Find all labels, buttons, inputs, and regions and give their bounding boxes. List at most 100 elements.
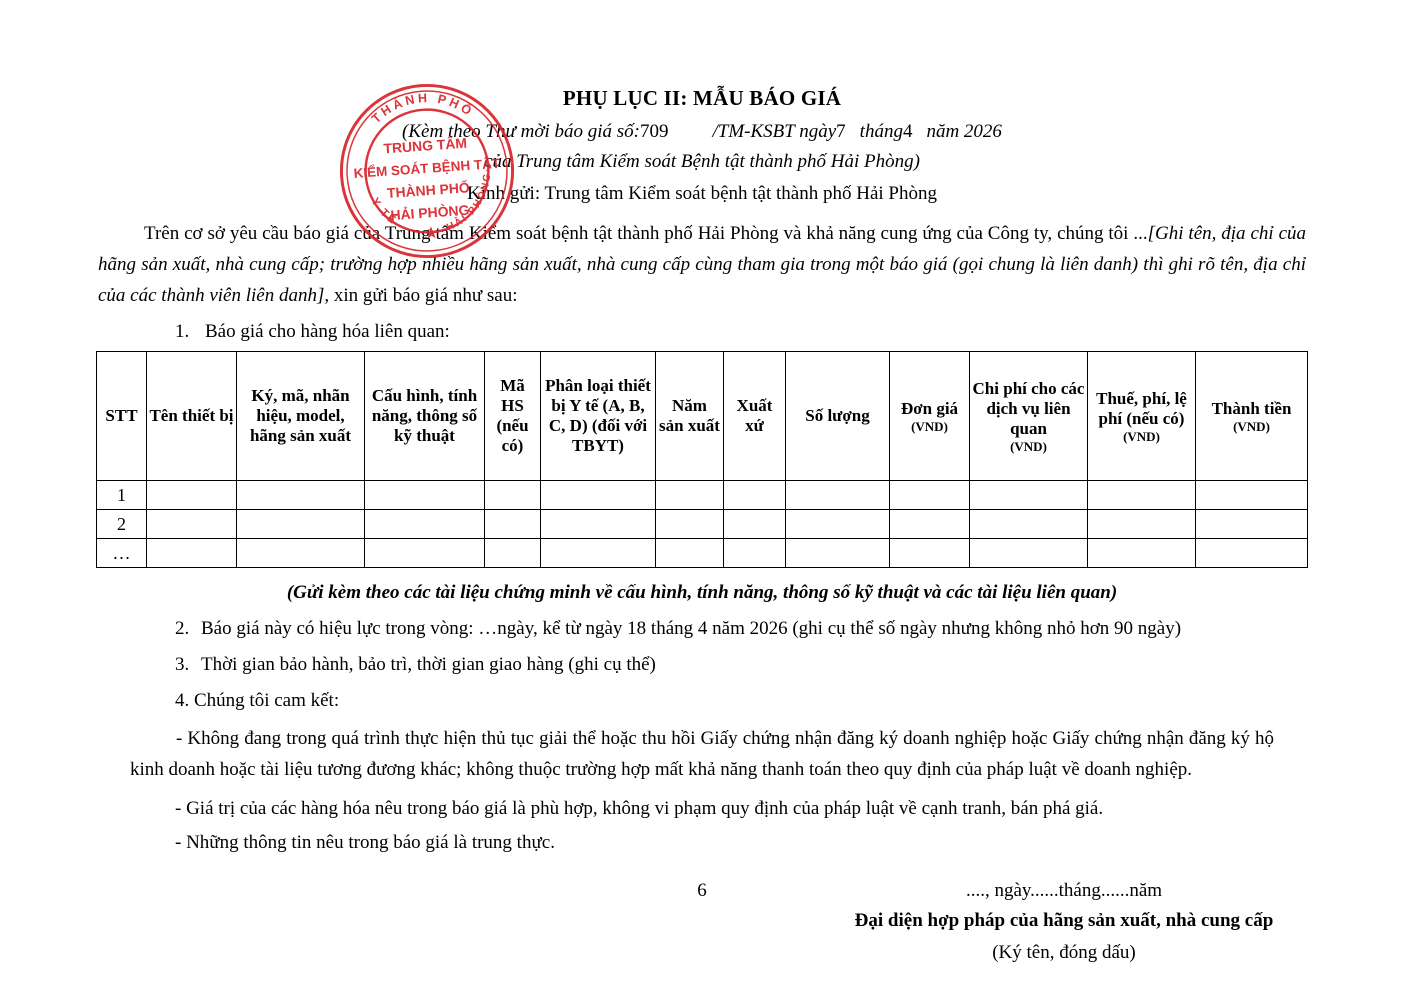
item-1-text: Báo giá cho hàng hóa liên quan: xyxy=(205,321,450,343)
commitment-1: - Không đang trong quá trình thực hiện t… xyxy=(130,728,1274,781)
cell-thue-phi[interactable] xyxy=(1087,538,1196,569)
item-1-line: 1. Báo giá cho hàng hóa liên quan: xyxy=(175,321,1404,343)
item-3-line: 3. Thời gian bảo hành, bảo trì, thời gian… xyxy=(175,654,1404,676)
cell-ten-thiet-bi[interactable] xyxy=(146,538,237,569)
cell-don-gia[interactable] xyxy=(889,509,970,540)
commitment-3: - Những thông tin nêu trong báo giá là t… xyxy=(175,831,555,853)
cell-ma-hs[interactable] xyxy=(484,480,541,511)
cell-thanh-tien[interactable] xyxy=(1195,538,1308,569)
cell-ky-ma-nhan-hieu[interactable] xyxy=(236,480,365,511)
cell-cau-hinh[interactable] xyxy=(364,480,485,511)
attachment-note: (Gửi kèm theo các tài liệu chứng minh về… xyxy=(286,582,1118,604)
cell-ma-hs[interactable] xyxy=(484,538,541,569)
recipient-line: Kính gửi: Trung tâm Kiểm soát bệnh tật t… xyxy=(467,183,937,204)
table-row: 2 xyxy=(96,509,1308,540)
intro-part2: , xin gửi báo giá như sau: xyxy=(324,284,518,306)
col-header-chi-phi-dich-vu-label: Chi phí cho các dịch vụ liên quan xyxy=(972,378,1085,438)
invite-ref-prefix: (Kèm theo Thư mời báo giá số: xyxy=(402,121,640,142)
col-header-ten-thiet-bi-label: Tên thiết bị xyxy=(149,406,234,426)
cell-xuat-xu[interactable] xyxy=(723,538,786,569)
cell-nam-san-xuat[interactable] xyxy=(655,509,724,540)
col-header-phan-loai-tbyt: Phân loại thiết bị Y tế (A, B, C, D) (đố… xyxy=(540,351,656,482)
invite-year-label: năm 2026 xyxy=(926,121,1002,142)
table-header-row: STT Tên thiết bị Ký, mã, nhãn hiệu, mode… xyxy=(96,351,1308,482)
intro-paragraph: Trên cơ sở yêu cầu báo giá của Trung tâm… xyxy=(98,219,1306,311)
item-3-number: 3. xyxy=(175,654,190,676)
cell-don-gia[interactable] xyxy=(889,538,970,569)
item-1-number: 1. xyxy=(175,321,190,343)
col-header-ma-hs: Mã HS (nếu có) xyxy=(484,351,541,482)
col-header-nam-san-xuat-label: Năm sản xuất xyxy=(659,396,720,436)
col-header-don-gia-unit: (VND) xyxy=(911,418,948,434)
col-header-stt: STT xyxy=(96,351,147,482)
col-header-thanh-tien-label: Thành tiền xyxy=(1211,398,1292,418)
invite-number-value: 709 xyxy=(639,121,669,142)
item-2-number: 2. xyxy=(175,618,190,640)
cell-ten-thiet-bi[interactable] xyxy=(146,509,237,540)
intro-italic-instruction: [Ghi tên, địa chỉ của hãng sản xuất, nhà… xyxy=(98,223,1307,306)
col-header-chi-phi-dich-vu: Chi phí cho các dịch vụ liên quan (VND) xyxy=(969,351,1088,482)
row-number-cell: … xyxy=(96,538,147,569)
cell-ten-thiet-bi[interactable] xyxy=(146,480,237,511)
cell-nam-san-xuat[interactable] xyxy=(655,538,724,569)
cell-chi-phi-dich-vu[interactable] xyxy=(969,480,1088,511)
cell-thue-phi[interactable] xyxy=(1087,509,1196,540)
commitment-2: - Giá trị của các hàng hóa nêu trong báo… xyxy=(175,797,1104,819)
signature-block: ...., ngày......tháng......năm Đại diện … xyxy=(784,880,1344,964)
cell-thue-phi[interactable] xyxy=(1087,480,1196,511)
col-header-thue-phi: Thuế, phí, lệ phí (nếu có) (VND) xyxy=(1087,351,1196,482)
col-header-thue-phi-unit: (VND) xyxy=(1123,428,1160,444)
col-header-chi-phi-dich-vu-unit: (VND) xyxy=(1010,438,1047,454)
col-header-ma-hs-label: Mã HS (nếu có) xyxy=(496,376,529,456)
cell-phan-loai-tbyt[interactable] xyxy=(540,480,656,511)
cell-so-luong[interactable] xyxy=(785,538,890,569)
item-3-text: Thời gian bảo hành, bảo trì, thời gian g… xyxy=(201,654,656,676)
signature-note: (Ký tên, đóng dấu) xyxy=(992,941,1136,963)
invite-month-label: tháng xyxy=(859,121,903,142)
col-header-xuat-xu-label: Xuất xứ xyxy=(736,396,773,436)
item-2-text: Báo giá này có hiệu lực trong vòng: …ngà… xyxy=(201,618,1182,640)
cell-ky-ma-nhan-hieu[interactable] xyxy=(236,538,365,569)
page-number: 6 xyxy=(697,880,707,901)
cell-thanh-tien[interactable] xyxy=(1195,509,1308,540)
cell-so-luong[interactable] xyxy=(785,480,890,511)
intro-part1: Trên cơ sở yêu cầu báo giá của Trung tâm… xyxy=(144,223,1148,244)
signature-title: Đại diện hợp pháp của hãng sản xuất, nhà… xyxy=(854,909,1274,931)
col-header-phan-loai-tbyt-label: Phân loại thiết bị Y tế (A, B, C, D) (đố… xyxy=(545,376,651,456)
cell-thanh-tien[interactable] xyxy=(1195,480,1308,511)
table-row: … xyxy=(96,538,1308,569)
invite-reference-line: (Kèm theo Thư mời báo giá số:709/TM-KSBT… xyxy=(0,121,1404,143)
cell-chi-phi-dich-vu[interactable] xyxy=(969,538,1088,569)
cell-don-gia[interactable] xyxy=(889,480,970,511)
invite-ref-mid: /TM-KSBT ngày xyxy=(712,121,837,142)
col-header-thanh-tien-unit: (VND) xyxy=(1233,418,1270,434)
col-header-so-luong: Số lượng xyxy=(785,351,890,482)
cell-phan-loai-tbyt[interactable] xyxy=(540,509,656,540)
cell-so-luong[interactable] xyxy=(785,509,890,540)
quotation-table: STT Tên thiết bị Ký, mã, nhãn hiệu, mode… xyxy=(96,351,1308,569)
col-header-stt-label: STT xyxy=(105,406,138,426)
item-4-line: 4. Chúng tôi cam kết: xyxy=(175,690,340,712)
row-number-cell: 2 xyxy=(96,509,147,540)
invite-day-value: 7 xyxy=(836,121,846,142)
col-header-don-gia: Đơn giá (VND) xyxy=(889,351,970,482)
signature-date-line: ...., ngày......tháng......năm xyxy=(965,879,1163,901)
col-header-cau-hinh: Cấu hình, tính năng, thông số kỹ thuật xyxy=(364,351,485,482)
cell-cau-hinh[interactable] xyxy=(364,538,485,569)
col-header-nam-san-xuat: Năm sản xuất xyxy=(655,351,724,482)
cell-phan-loai-tbyt[interactable] xyxy=(540,538,656,569)
cell-cau-hinh[interactable] xyxy=(364,509,485,540)
invite-reference-line2: của Trung tâm Kiểm soát Bệnh tật thành p… xyxy=(484,151,920,172)
cell-xuat-xu[interactable] xyxy=(723,509,786,540)
item-2-line: 2. Báo giá này có hiệu lực trong vòng: …n… xyxy=(175,618,1404,640)
cell-nam-san-xuat[interactable] xyxy=(655,480,724,511)
cell-ky-ma-nhan-hieu[interactable] xyxy=(236,509,365,540)
col-header-ky-ma-nhan-hieu-label: Ký, mã, nhãn hiệu, model, hãng sản xuất xyxy=(249,386,352,446)
cell-xuat-xu[interactable] xyxy=(723,480,786,511)
col-header-ten-thiet-bi: Tên thiết bị xyxy=(146,351,237,482)
cell-ma-hs[interactable] xyxy=(484,509,541,540)
col-header-so-luong-label: Số lượng xyxy=(805,406,870,426)
table-row: 1 xyxy=(96,480,1308,511)
cell-chi-phi-dich-vu[interactable] xyxy=(969,509,1088,540)
